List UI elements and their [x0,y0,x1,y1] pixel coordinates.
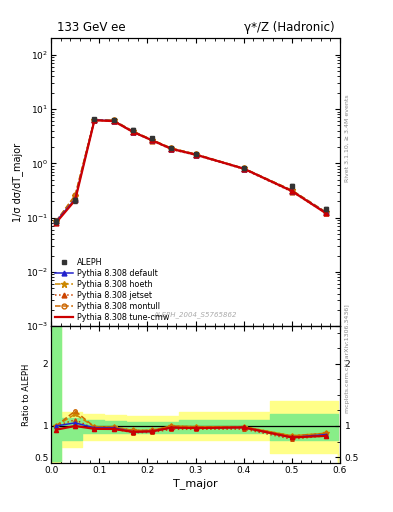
Text: Rivet 3.1.10, ≥ 3.4M events: Rivet 3.1.10, ≥ 3.4M events [345,94,350,182]
Pythia 8.308 tune-cmw [193,152,198,158]
Pythia 8.308 hoeth [241,165,246,172]
Pythia 8.308 hoeth [169,145,174,151]
Pythia 8.308 tune-cmw [241,165,246,172]
Pythia 8.308 jetset [150,138,154,144]
Pythia 8.308 montull [193,151,198,157]
Pythia 8.308 tune-cmw [92,117,97,123]
Line: Pythia 8.308 tune-cmw: Pythia 8.308 tune-cmw [53,118,328,225]
Pythia 8.308 hoeth [150,137,154,143]
Text: γ*/Z (Hadronic): γ*/Z (Hadronic) [244,21,334,34]
Pythia 8.308 montull [73,192,77,198]
Pythia 8.308 jetset [111,118,116,124]
Pythia 8.308 jetset [193,152,198,158]
Pythia 8.308 default [169,146,174,152]
Y-axis label: 1/σ dσ/dT_major: 1/σ dσ/dT_major [12,143,23,222]
Pythia 8.308 hoeth [73,193,77,199]
Pythia 8.308 montull [323,209,328,215]
Pythia 8.308 tune-cmw [169,146,174,152]
Pythia 8.308 jetset [323,210,328,216]
Pythia 8.308 tune-cmw [53,220,58,226]
Line: Pythia 8.308 default: Pythia 8.308 default [53,118,328,224]
Pythia 8.308 jetset [53,219,58,225]
Pythia 8.308 hoeth [289,187,294,194]
Pythia 8.308 jetset [73,195,77,201]
Pythia 8.308 hoeth [111,117,116,123]
Pythia 8.308 default [53,219,58,225]
Pythia 8.308 default [323,209,328,216]
Text: 133 GeV ee: 133 GeV ee [57,21,125,34]
Pythia 8.308 montull [241,165,246,172]
Text: mcplots.cern.ch [arXiv:1306.3436]: mcplots.cern.ch [arXiv:1306.3436] [345,304,350,413]
Line: Pythia 8.308 jetset: Pythia 8.308 jetset [53,118,328,224]
Pythia 8.308 montull [53,219,58,225]
Pythia 8.308 jetset [92,117,97,123]
Pythia 8.308 default [193,152,198,158]
Text: ALEPH_2004_S5765862: ALEPH_2004_S5765862 [154,311,237,317]
Pythia 8.308 montull [92,117,97,123]
Pythia 8.308 default [241,165,246,172]
Pythia 8.308 hoeth [193,151,198,157]
Pythia 8.308 default [289,188,294,194]
Pythia 8.308 default [150,137,154,143]
Pythia 8.308 montull [111,117,116,123]
Pythia 8.308 tune-cmw [130,129,135,135]
Pythia 8.308 montull [289,187,294,194]
Pythia 8.308 default [92,117,97,123]
Line: Pythia 8.308 montull: Pythia 8.308 montull [53,117,328,224]
Pythia 8.308 jetset [130,129,135,135]
Pythia 8.308 montull [150,137,154,143]
Pythia 8.308 tune-cmw [323,210,328,216]
Pythia 8.308 tune-cmw [73,197,77,203]
Pythia 8.308 jetset [241,166,246,173]
Pythia 8.308 default [73,196,77,202]
Pythia 8.308 hoeth [323,209,328,215]
Pythia 8.308 jetset [169,146,174,153]
Line: Pythia 8.308 hoeth: Pythia 8.308 hoeth [52,116,329,225]
Pythia 8.308 hoeth [130,128,135,134]
Pythia 8.308 hoeth [92,117,97,123]
Legend: ALEPH, Pythia 8.308 default, Pythia 8.308 hoeth, Pythia 8.308 jetset, Pythia 8.3: ALEPH, Pythia 8.308 default, Pythia 8.30… [53,257,171,324]
Pythia 8.308 montull [130,128,135,134]
Pythia 8.308 tune-cmw [150,137,154,143]
Pythia 8.308 jetset [289,189,294,195]
Pythia 8.308 hoeth [53,219,58,225]
Pythia 8.308 montull [169,145,174,151]
Pythia 8.308 tune-cmw [111,118,116,124]
Y-axis label: Ratio to ALEPH: Ratio to ALEPH [22,364,31,426]
Pythia 8.308 tune-cmw [289,188,294,194]
Pythia 8.308 default [130,129,135,135]
Pythia 8.308 default [111,118,116,124]
X-axis label: T_major: T_major [173,478,218,489]
